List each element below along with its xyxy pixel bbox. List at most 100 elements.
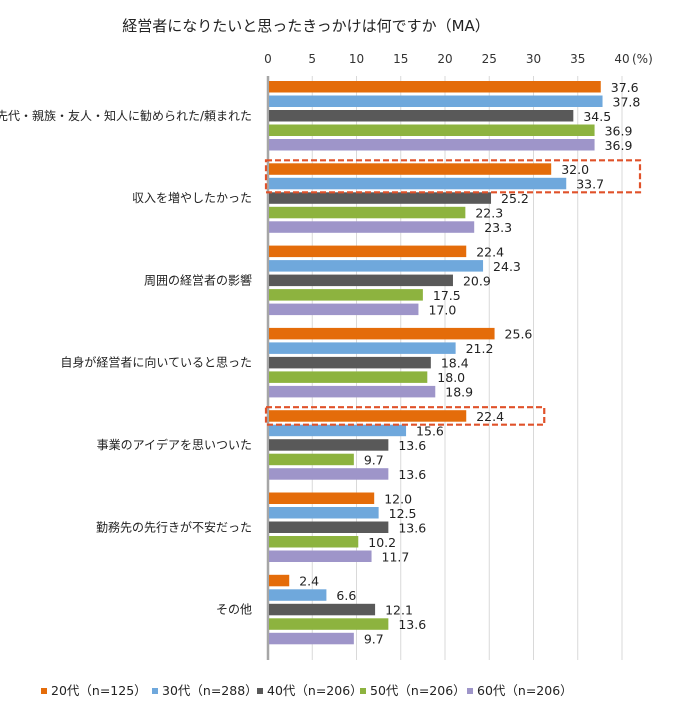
bar <box>269 356 431 369</box>
category-label: 周囲の経営者の影響 <box>144 272 252 287</box>
legend-swatch <box>152 688 158 694</box>
data-label: 13.6 <box>398 438 426 453</box>
legend-label: 20代（n=125） <box>51 683 147 698</box>
highlight-boxes <box>264 159 642 426</box>
bar <box>269 618 389 630</box>
x-tick-label: 5 <box>308 52 316 66</box>
data-label: 25.2 <box>501 191 529 206</box>
bars: 37.637.834.536.936.932.033.725.222.323.3… <box>269 80 640 647</box>
bar <box>269 260 484 272</box>
x-tick-label: 40 <box>614 52 629 66</box>
x-tick-label: 25 <box>482 52 497 66</box>
legend-swatch <box>360 688 366 694</box>
legend-label: 30代（n=288） <box>162 683 258 698</box>
data-label: 32.0 <box>561 162 589 177</box>
bar <box>269 274 453 287</box>
bar <box>269 574 290 587</box>
bar <box>269 536 359 548</box>
data-label: 22.4 <box>476 409 504 424</box>
x-tick-label: 20 <box>437 52 452 66</box>
bar <box>269 410 467 422</box>
data-label: 36.9 <box>605 138 633 153</box>
bar <box>269 206 466 219</box>
data-label: 17.5 <box>433 288 461 303</box>
data-label: 36.9 <box>605 123 633 138</box>
legend-swatch <box>257 688 263 694</box>
data-label: 17.0 <box>428 302 456 317</box>
bar <box>269 603 376 616</box>
bar <box>269 177 567 190</box>
category-label: 自身が経営者に向いていると思った <box>60 355 252 370</box>
bar <box>269 492 375 504</box>
legend-swatch <box>41 688 47 694</box>
data-label: 20.9 <box>463 273 491 288</box>
data-label: 21.2 <box>466 341 494 356</box>
category-label: 先代・親族・友人・知人に勧められた/頼まれた <box>0 109 252 123</box>
data-label: 12.1 <box>385 603 413 618</box>
data-label: 6.6 <box>336 588 356 603</box>
x-tick-label: 35 <box>570 52 585 66</box>
chart-title: 経営者になりたいと思ったきっかけは何ですか（MA） <box>122 17 490 35</box>
data-label: 25.6 <box>505 327 533 342</box>
data-label: 33.7 <box>576 177 604 192</box>
data-label: 18.9 <box>445 385 473 400</box>
data-label: 23.3 <box>484 220 512 235</box>
data-label: 12.0 <box>384 491 412 506</box>
bar <box>269 245 467 258</box>
x-tick-label: 15 <box>393 52 408 66</box>
category-label: 収入を増やしたかった <box>132 191 252 205</box>
x-axis-ticks: 0 5 10 15 20 25 30 35 40 <box>264 52 629 66</box>
data-label: 24.3 <box>493 259 521 274</box>
highlight-box <box>264 406 546 426</box>
bar <box>269 589 327 601</box>
category-labels: 先代・親族・友人・知人に勧められた/頼まれた収入を増やしたかった周囲の経営者の影… <box>0 109 252 617</box>
bar <box>269 632 354 645</box>
bar <box>269 110 574 122</box>
x-tick-label: 10 <box>349 52 364 66</box>
legend-label: 60代（n=206） <box>477 683 573 698</box>
bar <box>269 221 475 233</box>
bar <box>269 468 389 480</box>
legend-label: 40代（n=206） <box>267 683 363 698</box>
category-label: 事業のアイデアを思いついた <box>97 437 252 452</box>
x-tick-label: 0 <box>264 52 272 66</box>
bar <box>269 439 389 451</box>
bar <box>269 303 419 316</box>
bar <box>269 327 495 340</box>
bar <box>269 507 379 519</box>
data-label: 13.6 <box>398 467 426 482</box>
bar <box>269 95 603 107</box>
legend-label: 50代（n=206） <box>370 683 466 698</box>
bar <box>269 81 601 93</box>
legend: 20代（n=125） 30代（n=288） 40代（n=206） 50代（n=206）… <box>41 683 573 698</box>
bar <box>269 163 552 175</box>
data-label: 18.0 <box>437 370 465 385</box>
data-label: 22.3 <box>475 206 503 221</box>
data-label: 10.2 <box>368 535 396 550</box>
data-label: 15.6 <box>416 423 444 438</box>
data-label: 9.7 <box>364 632 384 647</box>
bar <box>269 550 372 562</box>
legend-swatch <box>467 688 473 694</box>
category-label: 勤務先の先行きが不安だった <box>96 519 252 534</box>
data-label: 34.5 <box>583 109 611 124</box>
bar <box>269 453 354 466</box>
data-label: 12.5 <box>389 506 417 521</box>
bar <box>269 139 595 151</box>
x-tick-label: 30 <box>526 52 541 66</box>
data-label: 18.4 <box>441 356 469 371</box>
category-label: その他 <box>216 603 252 617</box>
data-label: 37.6 <box>611 80 639 95</box>
data-label: 13.6 <box>398 617 426 632</box>
bar <box>269 424 407 437</box>
bar <box>269 289 423 301</box>
data-label: 13.6 <box>398 520 426 535</box>
data-label: 22.4 <box>476 244 504 259</box>
bar <box>269 371 428 383</box>
bar <box>269 124 595 136</box>
data-label: 9.7 <box>364 452 384 467</box>
bar <box>269 521 389 533</box>
bar <box>269 342 456 354</box>
data-label: 11.7 <box>382 549 410 564</box>
